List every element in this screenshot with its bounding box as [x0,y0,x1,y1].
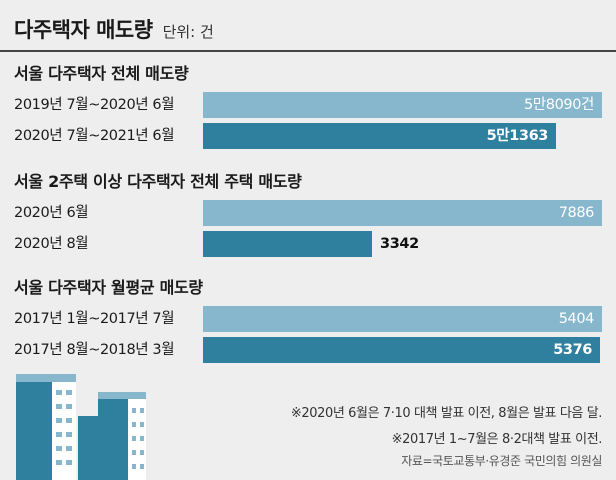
category-label: 2017년 1월~2017년 7월 [14,311,175,327]
bar [203,200,602,226]
footnote-1: ※2020년 6월은 7·10 대책 발표 이전, 8월은 발표 다음 달. [290,406,602,421]
bar [203,337,600,363]
bar-value-label: 3342 [380,236,419,252]
category-label: 2020년 6월 [14,205,89,221]
source-credit: 자료=국토교통부·유경준 국민의힘 의원실 [401,454,602,468]
section-title-3: 서울 다주택자 월평균 매도량 [14,278,203,297]
category-label: 2020년 7월~2021년 6월 [14,128,175,144]
bar [203,123,556,149]
chart-header: 다주택자 매도량 단위: 건 [14,14,214,44]
title-divider [0,50,616,52]
chart-title: 다주택자 매도량 [14,18,153,42]
section-title-2: 서울 2주택 이상 다주택자 전체 주택 매도량 [14,172,302,191]
footnote-2: ※2017년 1~7월은 8·2대책 발표 이전. [391,432,603,447]
section-title-1: 서울 다주택자 전체 매도량 [14,64,189,83]
bar-value-label: 5376 [553,342,592,358]
bar-value-label: 5404 [558,311,595,327]
bar [203,92,602,118]
bar [203,306,602,332]
bar-value-label: 5만1363 [486,128,549,144]
category-label: 2017년 8월~2018년 3월 [14,342,175,358]
unit-label: 단위: 건 [162,23,214,41]
bar [203,231,372,257]
bar-value-label: 7886 [558,205,595,221]
category-label: 2020년 8월 [14,236,89,252]
category-label: 2019년 7월~2020년 6월 [14,97,175,113]
apartment-buildings-icon [16,374,146,480]
bar-value-label: 5만8090건 [523,97,594,113]
